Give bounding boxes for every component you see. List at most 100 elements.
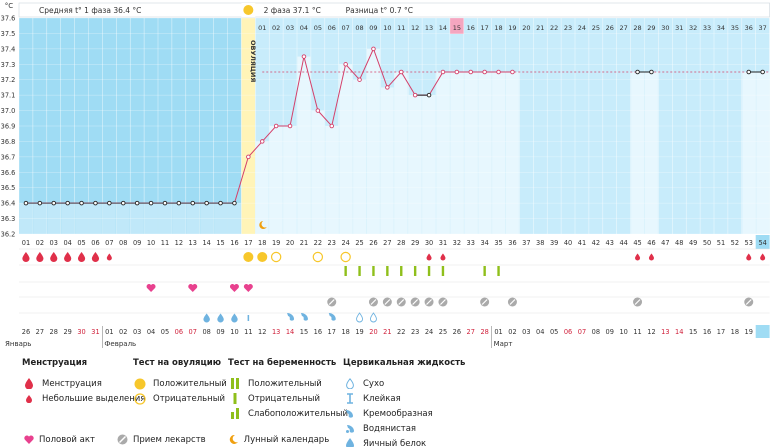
temp-bar <box>450 72 464 234</box>
cycle-day-label: 44 <box>619 239 627 247</box>
temp-bar <box>742 72 756 234</box>
temperature-point <box>246 154 251 160</box>
calendar-date-label: 19 <box>355 328 363 336</box>
spotting-drop-icon <box>635 253 641 261</box>
temperature-point <box>315 108 321 113</box>
y-tick-label: 37.3 <box>1 61 16 69</box>
pill-icon-stroke <box>328 299 335 305</box>
phase2-day-label: 18 <box>494 24 502 32</box>
heart-icon <box>188 284 198 292</box>
temperature-point <box>148 200 154 206</box>
cycle-day-label: 48 <box>675 239 683 247</box>
legend-label: Клейкая <box>363 393 401 404</box>
cycle-day-label: 49 <box>689 239 697 247</box>
legend-item-medication: Прием лекарств <box>117 434 206 445</box>
spotting-drop-icon <box>648 253 654 261</box>
phase2-day-label: 08 <box>355 24 363 32</box>
y-tick-label: 37.2 <box>1 76 16 84</box>
cycle-day-label: 29 <box>411 239 419 247</box>
cycle-day-label: 54 <box>758 239 766 247</box>
cycle-day-label: 33 <box>467 239 475 247</box>
y-tick-label: 37.1 <box>1 92 16 100</box>
pill-icon-stroke <box>370 299 377 305</box>
phase2-day-label: 01 <box>258 24 266 32</box>
temp-bar <box>394 72 408 234</box>
cycle-day-label: 26 <box>369 239 377 247</box>
y-tick-label: 36.2 <box>1 231 16 239</box>
cycle-day-label: 06 <box>91 239 99 247</box>
phase2-day-label: 10 <box>383 24 391 32</box>
small-drop-icon <box>22 394 36 403</box>
legend-label: Прием лекарств <box>132 434 206 445</box>
cycle-day-label: 41 <box>578 239 586 247</box>
cycle-day-label: 32 <box>453 239 461 247</box>
cycle-day-label: 45 <box>633 239 641 247</box>
phase2-day-label: 29 <box>647 24 655 32</box>
calendar-date-label: 15 <box>689 328 697 336</box>
legend-item-pregnancy-weak: Слабоположительный <box>228 406 348 421</box>
pill-icon <box>117 434 128 445</box>
calendar-date-label: 27 <box>36 328 44 336</box>
cycle-day-label: 19 <box>272 239 280 247</box>
legend-cervical-title: Цервикальная жидкость <box>343 358 466 368</box>
pill-icon-stroke <box>384 299 391 305</box>
legend-item-pregnancy-negative: Отрицательный <box>228 391 348 406</box>
calendar-date-label: 21 <box>383 328 391 336</box>
calendar-date-label: 08 <box>592 328 600 336</box>
calendar-date-label: 03 <box>522 328 530 336</box>
cycle-day-label: 15 <box>216 239 224 247</box>
calendar-date-label: 27 <box>467 328 475 336</box>
temperature-point <box>468 69 474 75</box>
pregnancy-test-bar-icon <box>497 266 500 276</box>
heart-icon <box>243 284 253 292</box>
calendar-date-label: 13 <box>272 328 280 336</box>
phase2-day-label: 14 <box>439 24 447 32</box>
moon-icon <box>228 434 239 445</box>
phase2-day-label: 12 <box>411 24 419 32</box>
menstruation-drop-icon <box>64 252 72 262</box>
egg-white-drop-icon <box>203 313 210 323</box>
menstruation-drop-icon <box>50 252 58 262</box>
spotting-drop-icon <box>760 253 766 261</box>
calendar-date-label: 13 <box>661 328 669 336</box>
cycle-day-label: 20 <box>286 239 294 247</box>
phase2-day-label: 32 <box>689 24 697 32</box>
calendar-date-label: 26 <box>22 328 30 336</box>
creamy-icon <box>328 313 336 321</box>
phase2-day-label: 34 <box>717 24 725 32</box>
cycle-day-axis <box>19 235 770 249</box>
pill-icon-stroke <box>745 299 752 305</box>
menstruation-drop-icon <box>22 252 30 262</box>
cycle-day-label: 51 <box>717 239 725 247</box>
cycle-day-label: 03 <box>50 239 58 247</box>
temp-bar <box>436 72 450 234</box>
legend-label: Положительный <box>153 378 227 389</box>
phase2-day-label: 09 <box>369 24 377 32</box>
ovulation-test-negative-icon <box>340 251 351 263</box>
legend-label: Кремообразная <box>363 408 433 419</box>
pill-icon-stroke <box>412 299 419 305</box>
calendar-date-label: 18 <box>731 328 739 336</box>
phase2-day-label: 31 <box>675 24 683 32</box>
temp-bar <box>380 87 394 234</box>
calendar-date-label: 16 <box>314 328 322 336</box>
calendar-date-label: 14 <box>675 328 683 336</box>
y-tick-label: 37.6 <box>1 15 16 23</box>
phase2-day-label: 02 <box>272 24 280 32</box>
pill-icon-stroke <box>398 299 405 305</box>
month-label: Январь <box>5 340 31 348</box>
cycle-day-label: 36 <box>508 239 516 247</box>
legend-label: Небольшие выделения <box>42 393 146 404</box>
calendar-date-label: 03 <box>133 328 141 336</box>
temp-bar <box>297 56 311 235</box>
pill-icon-stroke <box>440 299 446 305</box>
calendar-date-label: 20 <box>369 328 377 336</box>
temp-bar <box>631 72 644 234</box>
calendar-date-label: 26 <box>453 328 461 336</box>
ovulation-test-positive-icon <box>243 252 254 262</box>
y-tick-label: 37.4 <box>1 45 16 53</box>
cycle-day-label: 42 <box>592 239 600 247</box>
calendar-date-label: 09 <box>216 328 224 336</box>
calendar-date-label: 11 <box>244 328 252 336</box>
temperature-point <box>79 200 84 206</box>
